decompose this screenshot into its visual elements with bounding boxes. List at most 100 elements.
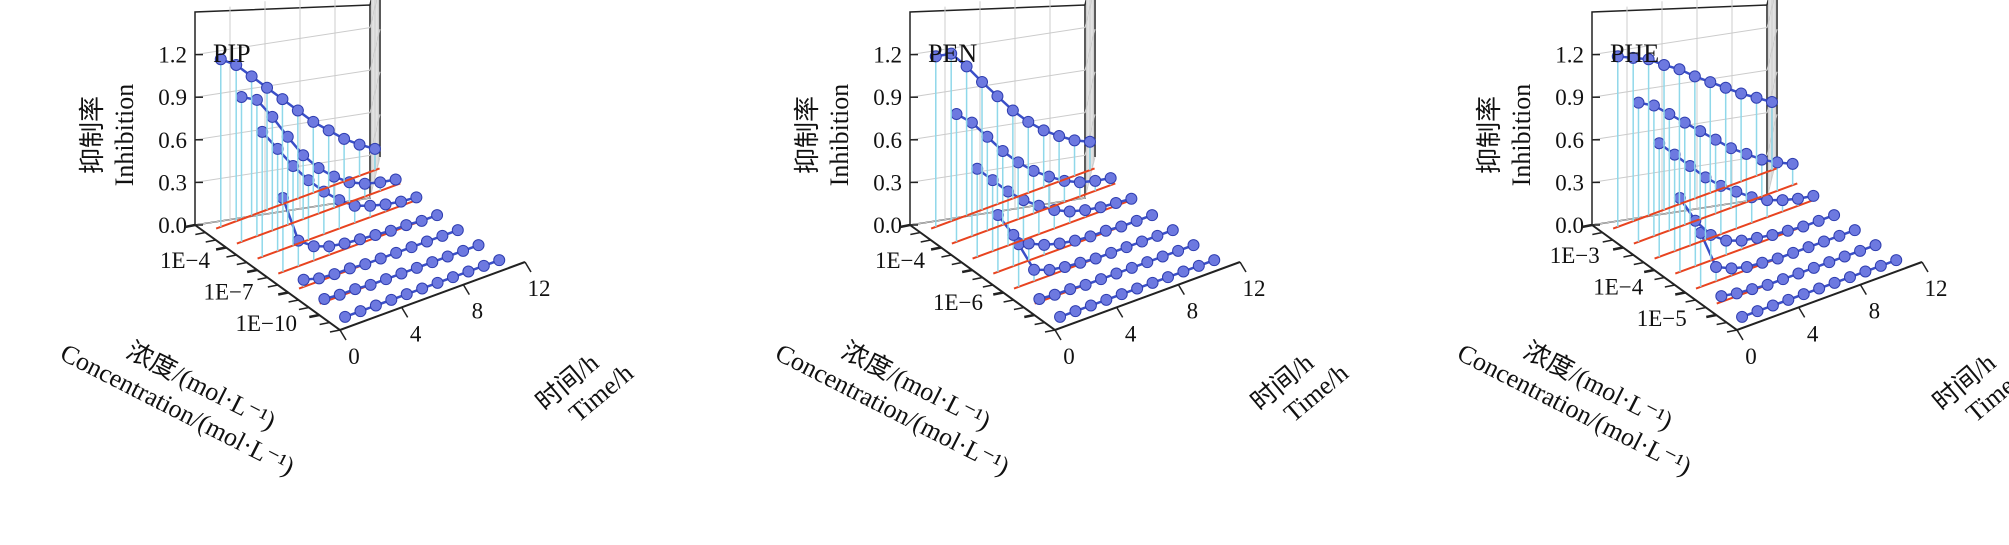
conc-tick-mark	[1592, 231, 1603, 236]
data-point	[390, 246, 403, 259]
time-tick-label: 12	[1243, 276, 1266, 301]
data-point	[1110, 267, 1123, 280]
data-point	[462, 265, 475, 278]
data-point	[276, 93, 289, 106]
right-wall-frame	[369, 0, 381, 157]
data-point	[441, 250, 454, 263]
conc-tick-mark	[195, 231, 206, 236]
data-point	[1632, 96, 1645, 109]
data-point	[410, 191, 423, 204]
data-point	[1083, 135, 1096, 148]
data-point	[368, 142, 381, 155]
data-point	[1720, 234, 1733, 247]
series-2	[1694, 224, 1861, 290]
data-point	[250, 93, 263, 106]
conc-tick-mark	[309, 313, 320, 319]
z-label-en: Inhibition	[1507, 84, 1536, 187]
data-point	[1735, 87, 1748, 100]
data-point	[1069, 305, 1082, 318]
data-point	[1787, 246, 1800, 259]
data-point	[1786, 157, 1799, 170]
data-point	[1755, 153, 1768, 166]
conc-tick-label: 1E−5	[1637, 306, 1687, 331]
z-label-cn: 抑制率	[793, 96, 822, 174]
data-point	[446, 271, 459, 284]
series-3	[276, 191, 444, 275]
data-point	[1761, 278, 1774, 291]
data-point	[374, 252, 387, 265]
conc-tick-mark	[236, 261, 247, 266]
series-2	[1012, 224, 1179, 290]
data-point	[266, 110, 279, 123]
conc-tick-mark	[920, 239, 931, 243]
data-point	[1756, 256, 1769, 269]
conc-tick-mark	[205, 239, 216, 243]
data-point	[358, 177, 371, 190]
data-point	[245, 70, 258, 83]
time-tick-label: 0	[348, 344, 360, 369]
z-axis-label: 抑制率 Inhibition	[793, 84, 854, 187]
data-point	[374, 176, 387, 189]
conc-tick-mark	[1612, 246, 1624, 251]
conc-tick-mark	[267, 284, 279, 288]
data-point	[1647, 99, 1660, 112]
data-point	[436, 229, 449, 242]
data-point	[1068, 134, 1081, 147]
conc-tick-mark	[1706, 313, 1717, 319]
time-tick-mark	[339, 329, 347, 341]
time-tick-label: 4	[1125, 321, 1137, 346]
data-point	[1125, 192, 1138, 205]
data-point	[1812, 214, 1825, 227]
conc-tick-mark	[910, 231, 921, 236]
data-point	[1089, 174, 1102, 187]
time-tick-mark	[1054, 329, 1062, 341]
conc-tick-label: 1E−7	[203, 280, 253, 305]
right-wall-frame	[1766, 0, 1778, 157]
data-point	[1854, 244, 1867, 257]
data-point	[1109, 196, 1122, 209]
conc-tick-mark	[992, 291, 1004, 296]
data-point	[1151, 229, 1164, 242]
data-point	[1771, 156, 1784, 169]
conc-tick-label: 1E−4	[875, 248, 926, 273]
data-point	[1828, 276, 1841, 289]
data-point	[1208, 254, 1221, 267]
data-point	[384, 224, 397, 237]
conc-tick-mark	[1623, 254, 1634, 258]
data-point	[1792, 267, 1805, 280]
conc-tick-mark	[1044, 329, 1056, 333]
data-point	[261, 81, 274, 94]
data-point	[1146, 276, 1159, 289]
data-point	[1012, 156, 1025, 169]
data-point	[1736, 310, 1749, 323]
conc-tick-mark	[288, 299, 299, 303]
data-point	[1007, 228, 1020, 241]
series-0	[1054, 254, 1221, 323]
data-point	[1627, 51, 1640, 64]
series-2	[297, 224, 464, 290]
data-point	[1084, 299, 1097, 312]
grid-line-z	[909, 69, 1086, 98]
data-point	[349, 283, 362, 296]
data-point	[1848, 224, 1861, 237]
conc-tick-mark	[1674, 291, 1686, 296]
data-point	[1022, 115, 1035, 128]
time-tick-mark	[524, 261, 532, 273]
conc-tick-label: 1E−6	[933, 290, 983, 315]
data-point	[416, 282, 429, 295]
conc-tick-mark	[1716, 321, 1727, 326]
data-point	[410, 261, 423, 274]
x-axis-label: 浓度/(mol·L⁻¹)Concentration/(mol·L⁻¹)	[771, 336, 1014, 481]
conc-tick-mark	[930, 246, 942, 251]
data-point	[1089, 252, 1102, 265]
data-point	[1771, 252, 1784, 265]
data-point	[1053, 237, 1066, 250]
data-point	[1161, 271, 1174, 284]
data-point	[451, 224, 464, 237]
data-point	[1694, 125, 1707, 138]
time-tick-label: 0	[1745, 344, 1757, 369]
data-point	[1100, 293, 1113, 306]
time-tick-mark	[1859, 284, 1867, 296]
